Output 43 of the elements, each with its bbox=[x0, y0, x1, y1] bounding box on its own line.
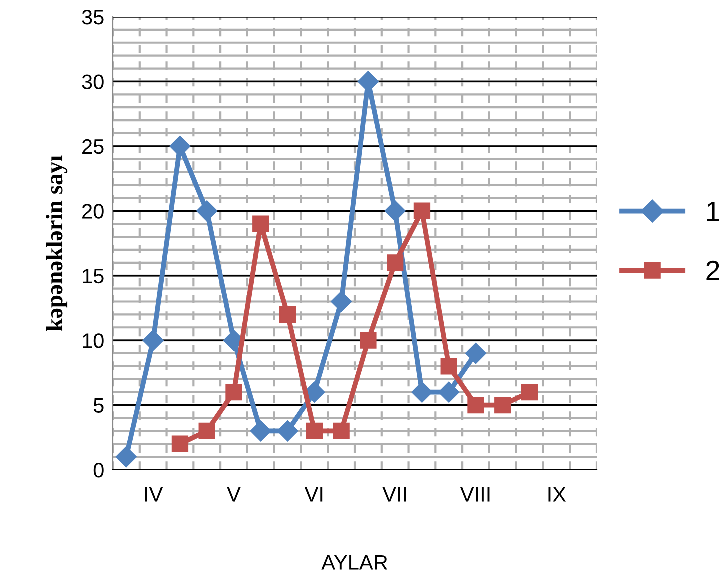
y-tick-label: 15 bbox=[83, 269, 104, 284]
point bbox=[306, 422, 323, 440]
point bbox=[412, 382, 433, 403]
point bbox=[198, 422, 216, 440]
point bbox=[468, 396, 484, 414]
point bbox=[333, 422, 350, 440]
point bbox=[142, 330, 164, 352]
point bbox=[279, 306, 296, 324]
point bbox=[252, 216, 270, 232]
y-tick-label: 35 bbox=[82, 10, 104, 25]
y-tick-label: 10 bbox=[83, 334, 104, 348]
legend-label: 2 bbox=[706, 260, 720, 280]
x-tick-label: VII bbox=[382, 487, 406, 502]
point bbox=[384, 200, 406, 222]
point bbox=[170, 136, 191, 157]
x-axis-title: AYLAR bbox=[322, 555, 388, 570]
y-tick-label: 20 bbox=[82, 204, 104, 219]
point bbox=[331, 291, 352, 312]
point bbox=[172, 436, 189, 452]
point bbox=[387, 254, 404, 272]
point bbox=[494, 396, 512, 414]
point bbox=[521, 384, 538, 401]
y-tick-label: 5 bbox=[94, 398, 104, 414]
x-tick-label: VI bbox=[304, 487, 323, 502]
point bbox=[360, 332, 377, 349]
point bbox=[196, 200, 218, 222]
point bbox=[414, 202, 431, 220]
x-tick-label: IV bbox=[145, 487, 164, 502]
point bbox=[465, 343, 487, 364]
y-tick-label: 0 bbox=[94, 463, 104, 478]
x-tick-label: VIII bbox=[460, 487, 490, 502]
point bbox=[440, 358, 458, 375]
y-tick-label: 30 bbox=[82, 74, 104, 90]
point bbox=[116, 446, 137, 468]
point bbox=[277, 420, 298, 442]
point bbox=[250, 420, 272, 442]
point bbox=[226, 384, 242, 401]
x-tick-label: V bbox=[227, 487, 241, 502]
legend-label: 1 bbox=[707, 202, 720, 222]
y-tick-label: 25 bbox=[82, 139, 104, 154]
x-tick-label: IX bbox=[548, 487, 566, 502]
y-axis-title: kəpənəklərin sayı bbox=[46, 156, 68, 332]
point bbox=[438, 382, 460, 403]
